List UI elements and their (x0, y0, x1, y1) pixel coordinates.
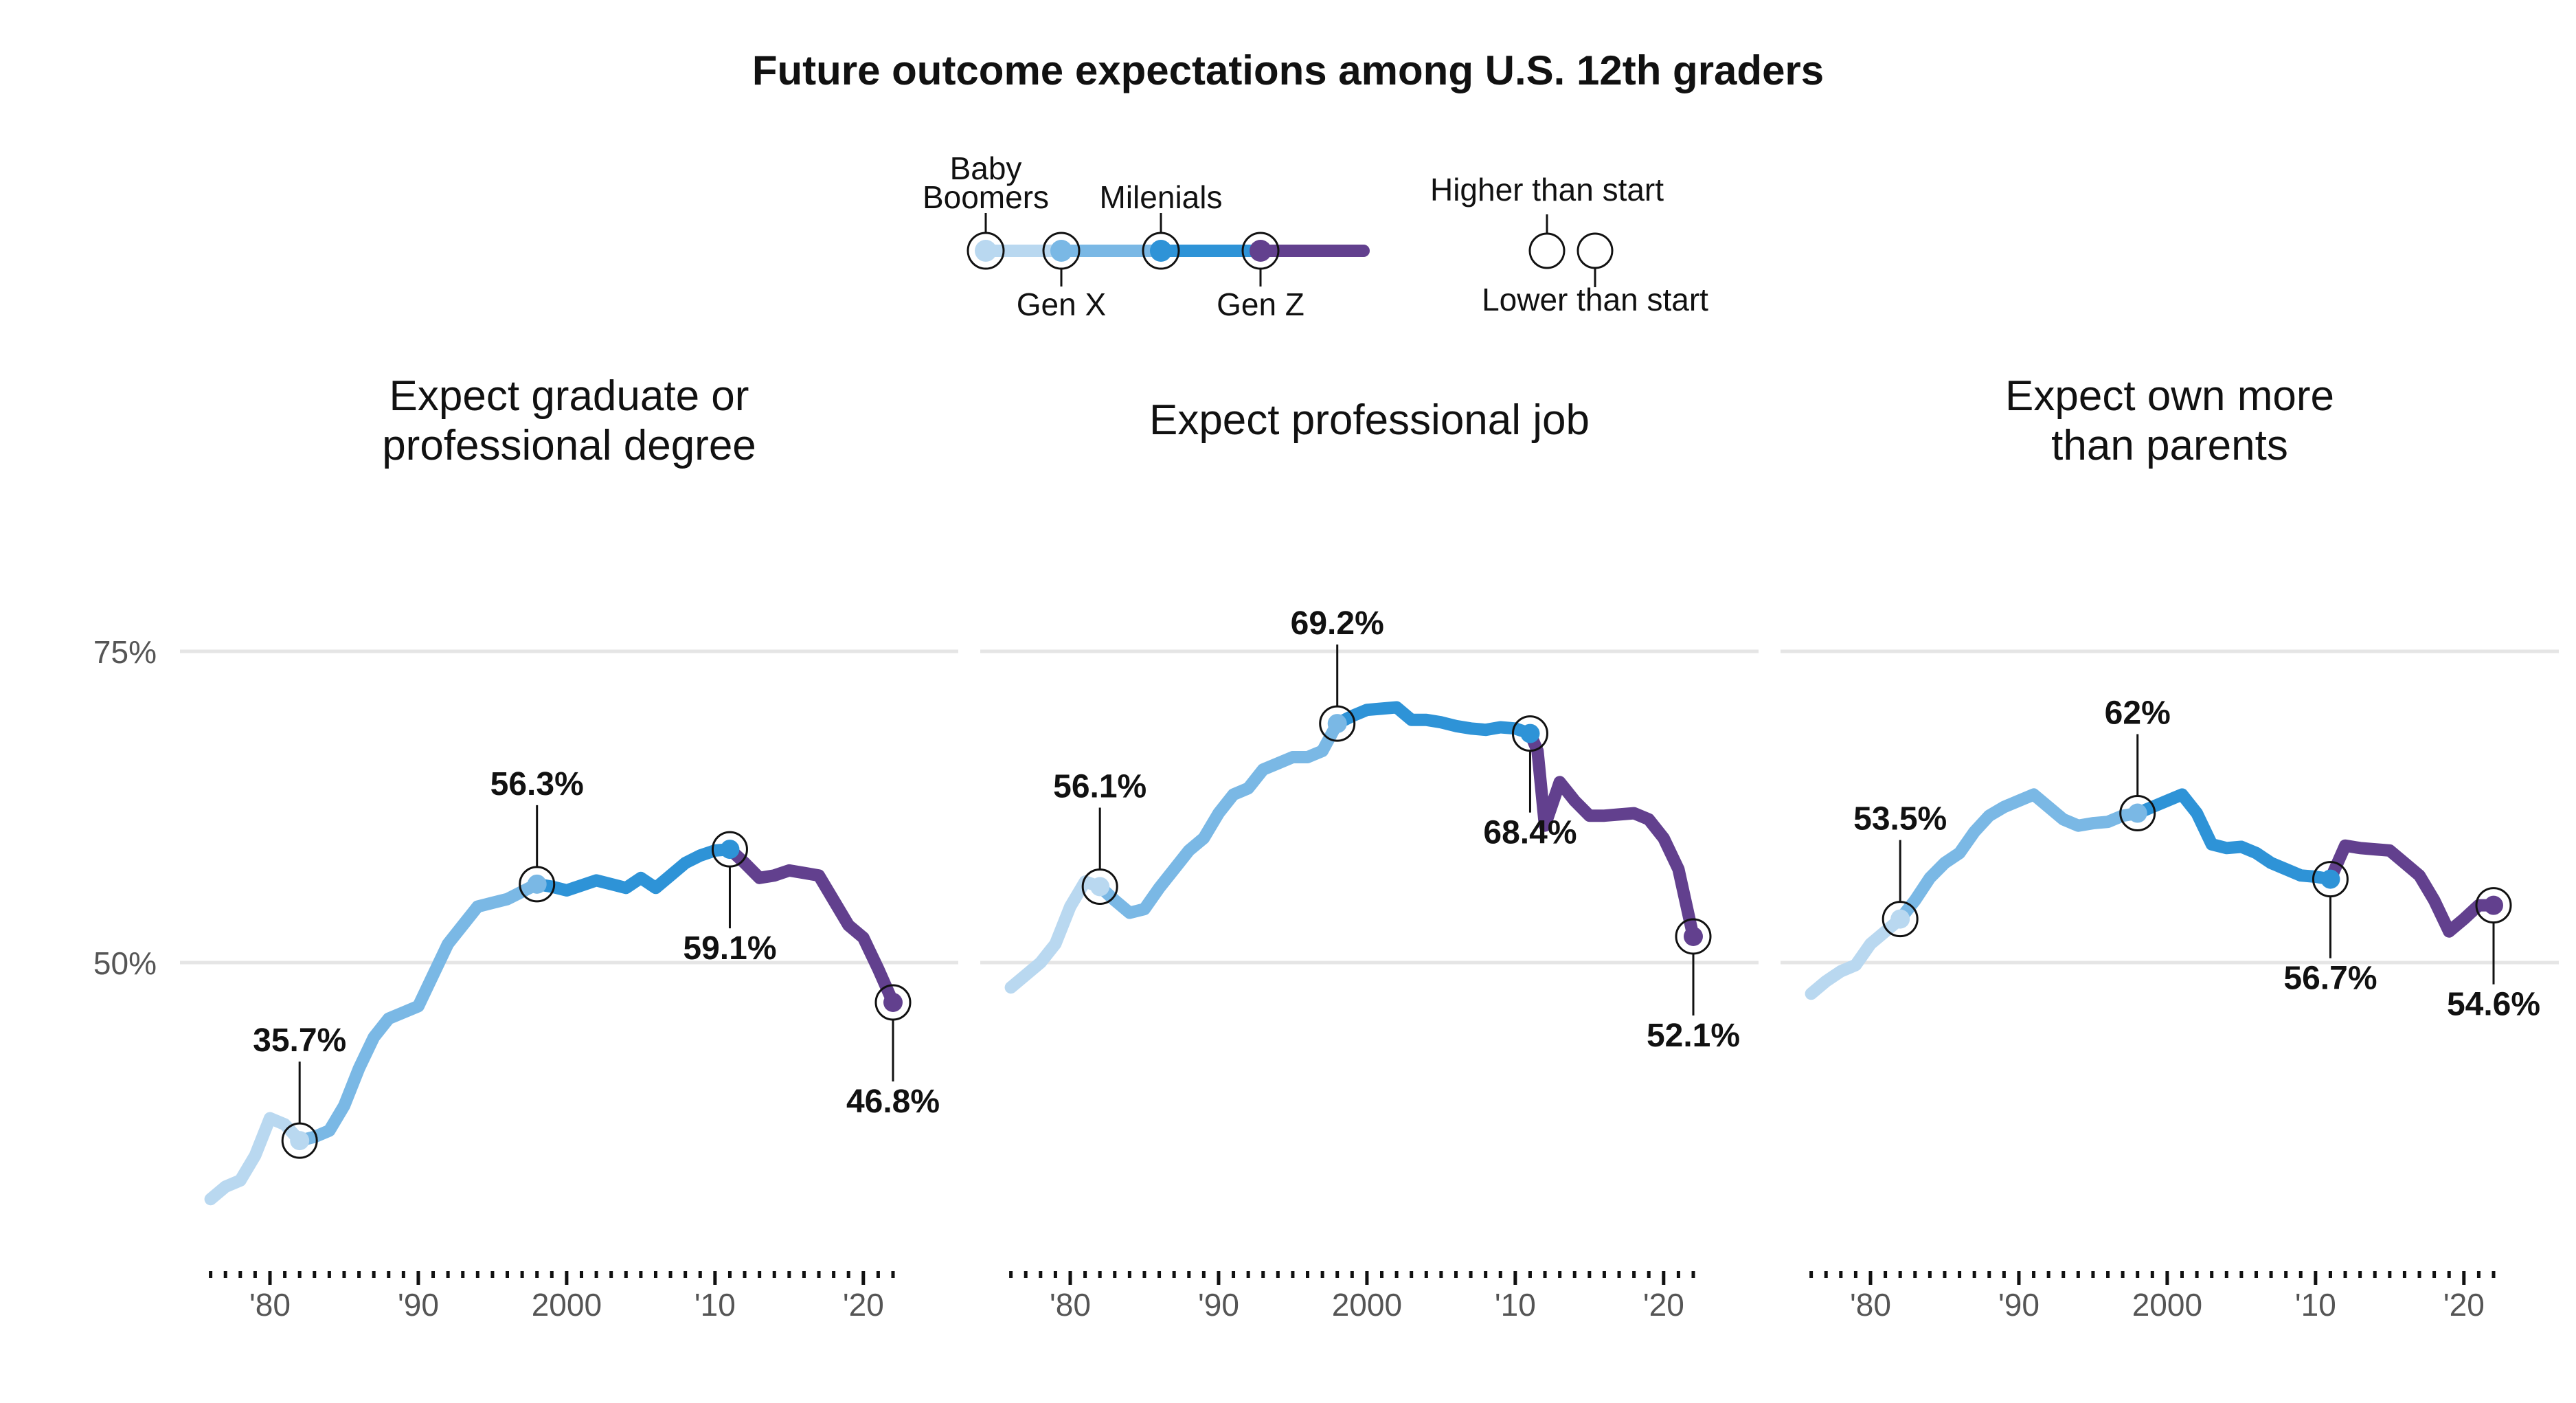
y-tick-label: 50% (93, 945, 157, 981)
data-label: 35.7% (253, 1022, 346, 1059)
data-point (290, 1131, 310, 1151)
data-label: 69.2% (1291, 605, 1384, 642)
data-label: 59.1% (683, 930, 776, 967)
series-line-gen-z (723, 843, 899, 1009)
data-label: 52.1% (1647, 1018, 1740, 1054)
x-tick-label: '20 (2443, 1287, 2485, 1323)
x-tick-label: 2000 (1332, 1287, 1402, 1323)
legend-higher-ring (1528, 232, 1566, 269)
x-tick-label: '10 (1495, 1287, 1536, 1323)
panel-title: than parents (2051, 422, 2288, 469)
legend-marker-dot (1150, 240, 1172, 262)
data-point (2127, 803, 2147, 823)
legend-generation-label: Gen Z (1217, 287, 1304, 322)
panel-title: Expect own more (2005, 372, 2334, 420)
series-line-gen-x (293, 877, 543, 1147)
x-tick-label: 2000 (2132, 1287, 2202, 1323)
series-line-gen-x (1894, 788, 2144, 925)
series-line-baby-boomers (1805, 912, 1907, 1000)
data-point (720, 840, 740, 860)
legend-lower-label: Lower than start (1482, 282, 1708, 317)
y-tick-label: 75% (93, 634, 157, 670)
panel-2: Expect professional job '80 '90 2000 '10 '20 5… (980, 396, 1759, 1323)
data-point (527, 874, 547, 894)
x-tick-label: '80 (1050, 1287, 1091, 1323)
data-label: 46.8% (846, 1084, 940, 1120)
series-line-baby-boomers (204, 1112, 306, 1206)
series-line-milenials (2131, 788, 2337, 886)
x-tick-label: 2000 (532, 1287, 602, 1323)
x-tick-label: '10 (2295, 1287, 2336, 1323)
data-point (2320, 869, 2340, 889)
chart-title: Future outcome expectations among U.S. 1… (752, 47, 1824, 93)
x-tick-label: '90 (1998, 1287, 2040, 1323)
series-line-baby-boomers (1004, 875, 1107, 994)
data-label: 56.7% (2283, 961, 2377, 997)
panel-title: Expect graduate or (389, 372, 749, 420)
legend-marker-dot (1250, 240, 1272, 262)
legend-marker-dot (1050, 240, 1072, 262)
x-tick-label: '80 (249, 1287, 291, 1323)
data-label: 62% (2105, 695, 2171, 732)
legend-generation-label: Baby (950, 150, 1022, 186)
data-point (1684, 926, 1703, 946)
series-line-milenials (1331, 701, 1537, 740)
series-line-milenials (530, 843, 736, 897)
data-point (1327, 714, 1347, 734)
data-point (1090, 877, 1110, 897)
series-line-gen-z (1524, 727, 1699, 943)
data-label: 54.6% (2447, 987, 2540, 1023)
data-label: 56.3% (490, 766, 584, 802)
legend-lower-ring (1577, 232, 1614, 269)
data-point (2484, 895, 2503, 915)
data-point (883, 992, 903, 1012)
data-label: 56.1% (1053, 768, 1146, 805)
data-label: 68.4% (1483, 815, 1577, 851)
x-tick-label: '10 (694, 1287, 736, 1323)
x-tick-label: '20 (1643, 1287, 1684, 1323)
panel-title: Expect professional job (1149, 396, 1590, 444)
x-tick-label: '80 (1850, 1287, 1891, 1323)
series-line-gen-x (1094, 717, 1344, 919)
x-tick-label: '90 (398, 1287, 439, 1323)
series-line-gen-z (2324, 839, 2500, 938)
legend-marker-dot (975, 240, 997, 262)
data-label: 53.5% (1853, 801, 1947, 838)
legend-generation-label: Gen X (1017, 287, 1106, 322)
legend-generation-label: Boomers (923, 179, 1049, 215)
x-tick-label: '20 (843, 1287, 884, 1323)
legend-higher-label: Higher than start (1430, 172, 1664, 207)
data-point (1890, 909, 1910, 929)
data-point (1520, 723, 1540, 743)
x-tick-label: '90 (1198, 1287, 1239, 1323)
panel-title: professional degree (382, 422, 756, 469)
legend-generation-label: Milenials (1100, 179, 1223, 215)
